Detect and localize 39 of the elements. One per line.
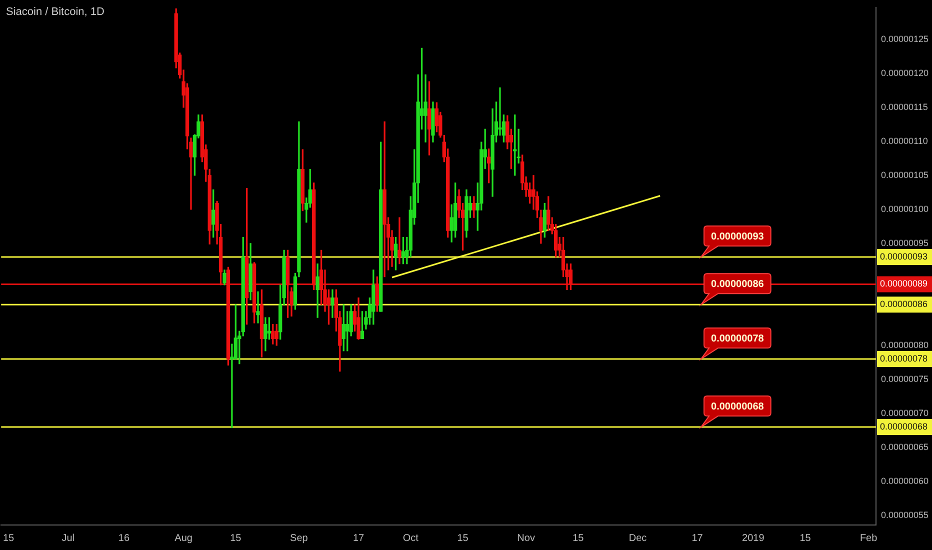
- x-tick-label: 15: [800, 532, 812, 544]
- x-tick-label: 16: [118, 532, 130, 544]
- x-tick-label: 2019: [742, 532, 765, 544]
- x-tick-label: Feb: [860, 532, 878, 544]
- annotation: 0.00000086: [711, 278, 764, 290]
- ref-line-label: 0.00000089: [880, 278, 928, 289]
- annotation: 0.00000078: [711, 333, 764, 344]
- y-tick-label: 0.00000055: [881, 510, 929, 520]
- x-tick-label: Sep: [290, 532, 308, 544]
- x-tick-label: Jul: [62, 532, 75, 544]
- ref-line-label: 0.00000093: [880, 252, 928, 262]
- y-tick-label: 0.00000100: [881, 204, 929, 214]
- y-tick-label: 0.00000065: [881, 442, 929, 452]
- ref-line-label: 0.00000068: [880, 422, 928, 432]
- ref-line-label: 0.00000078: [880, 354, 928, 364]
- x-tick-label: 15: [457, 532, 469, 544]
- x-tick-label: Nov: [517, 532, 535, 544]
- y-tick-label: 0.00000070: [881, 408, 929, 418]
- y-tick-label: 0.00000060: [881, 476, 929, 486]
- y-tick-label: 0.00000080: [881, 340, 929, 350]
- x-tick-label: 17: [692, 532, 704, 544]
- y-tick-label: 0.00000075: [881, 374, 929, 384]
- x-tick-label: Aug: [174, 532, 192, 544]
- annotation: 0.00000068: [711, 401, 764, 412]
- y-tick-label: 0.00000120: [881, 68, 929, 78]
- chart-title: Siacoin / Bitcoin, 1D: [6, 6, 104, 18]
- x-tick-label: Dec: [628, 532, 647, 544]
- x-tick-label: 15: [572, 532, 584, 544]
- x-tick-label: Oct: [402, 532, 419, 544]
- x-tick-label: 15: [3, 532, 15, 544]
- y-tick-label: 0.00000125: [881, 34, 929, 44]
- y-tick-label: 0.00000110: [881, 136, 928, 146]
- x-tick-label: 15: [230, 532, 242, 544]
- x-tick-label: 17: [352, 532, 365, 544]
- y-tick-label: 0.00000095: [881, 238, 929, 248]
- y-tick-label: 0.00000105: [881, 170, 929, 180]
- y-tick-label: 0.00000115: [881, 102, 928, 112]
- annotation: 0.00000093: [711, 231, 764, 242]
- ref-line-label: 0.00000086: [880, 299, 928, 310]
